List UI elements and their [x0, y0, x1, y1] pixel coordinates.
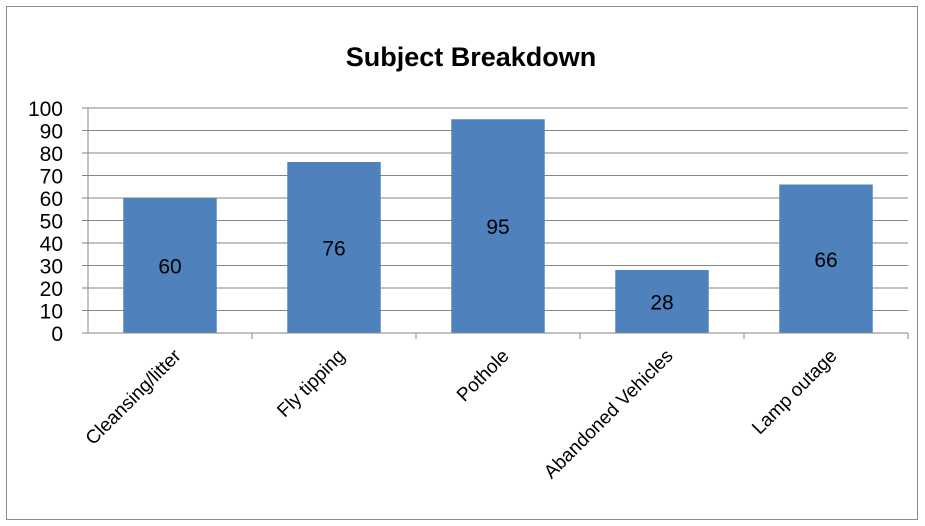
bars — [123, 119, 873, 333]
x-tick-label: Cleansing/litter — [82, 345, 186, 449]
y-tick-label: 20 — [40, 278, 63, 301]
x-tick-label: Lamp outage — [748, 346, 841, 439]
bar — [615, 270, 709, 333]
data-label: 76 — [322, 238, 345, 261]
y-tick-label: 90 — [40, 121, 63, 144]
y-tick-label: 0 — [51, 323, 63, 346]
y-tick-label: 70 — [40, 166, 63, 189]
y-tick-label: 40 — [40, 233, 63, 256]
data-labels: 60 76 95 28 66 — [158, 216, 837, 314]
y-tick-label: 50 — [40, 211, 63, 234]
x-axis: Cleansing/litter Fly tipping Pothole Abando… — [82, 332, 909, 483]
x-tick-label: Pothole — [453, 346, 513, 406]
bar — [123, 198, 217, 333]
data-label: 28 — [650, 292, 673, 315]
y-tick-label: 60 — [40, 188, 63, 211]
chart-title: Subject Breakdown — [346, 42, 597, 72]
x-tick-label: Fly tipping — [273, 346, 349, 422]
data-label: 95 — [486, 216, 509, 239]
y-tick-label: 80 — [40, 143, 63, 166]
y-tick-label: 100 — [28, 98, 63, 121]
bar — [779, 184, 873, 333]
data-label: 60 — [158, 256, 181, 279]
y-tick-label: 30 — [40, 256, 63, 279]
bar — [287, 162, 381, 333]
data-label: 66 — [814, 249, 837, 272]
x-tick-label: Abandoned Vehicles — [540, 346, 677, 483]
bar — [451, 119, 545, 333]
y-tick-label: 10 — [40, 301, 63, 324]
